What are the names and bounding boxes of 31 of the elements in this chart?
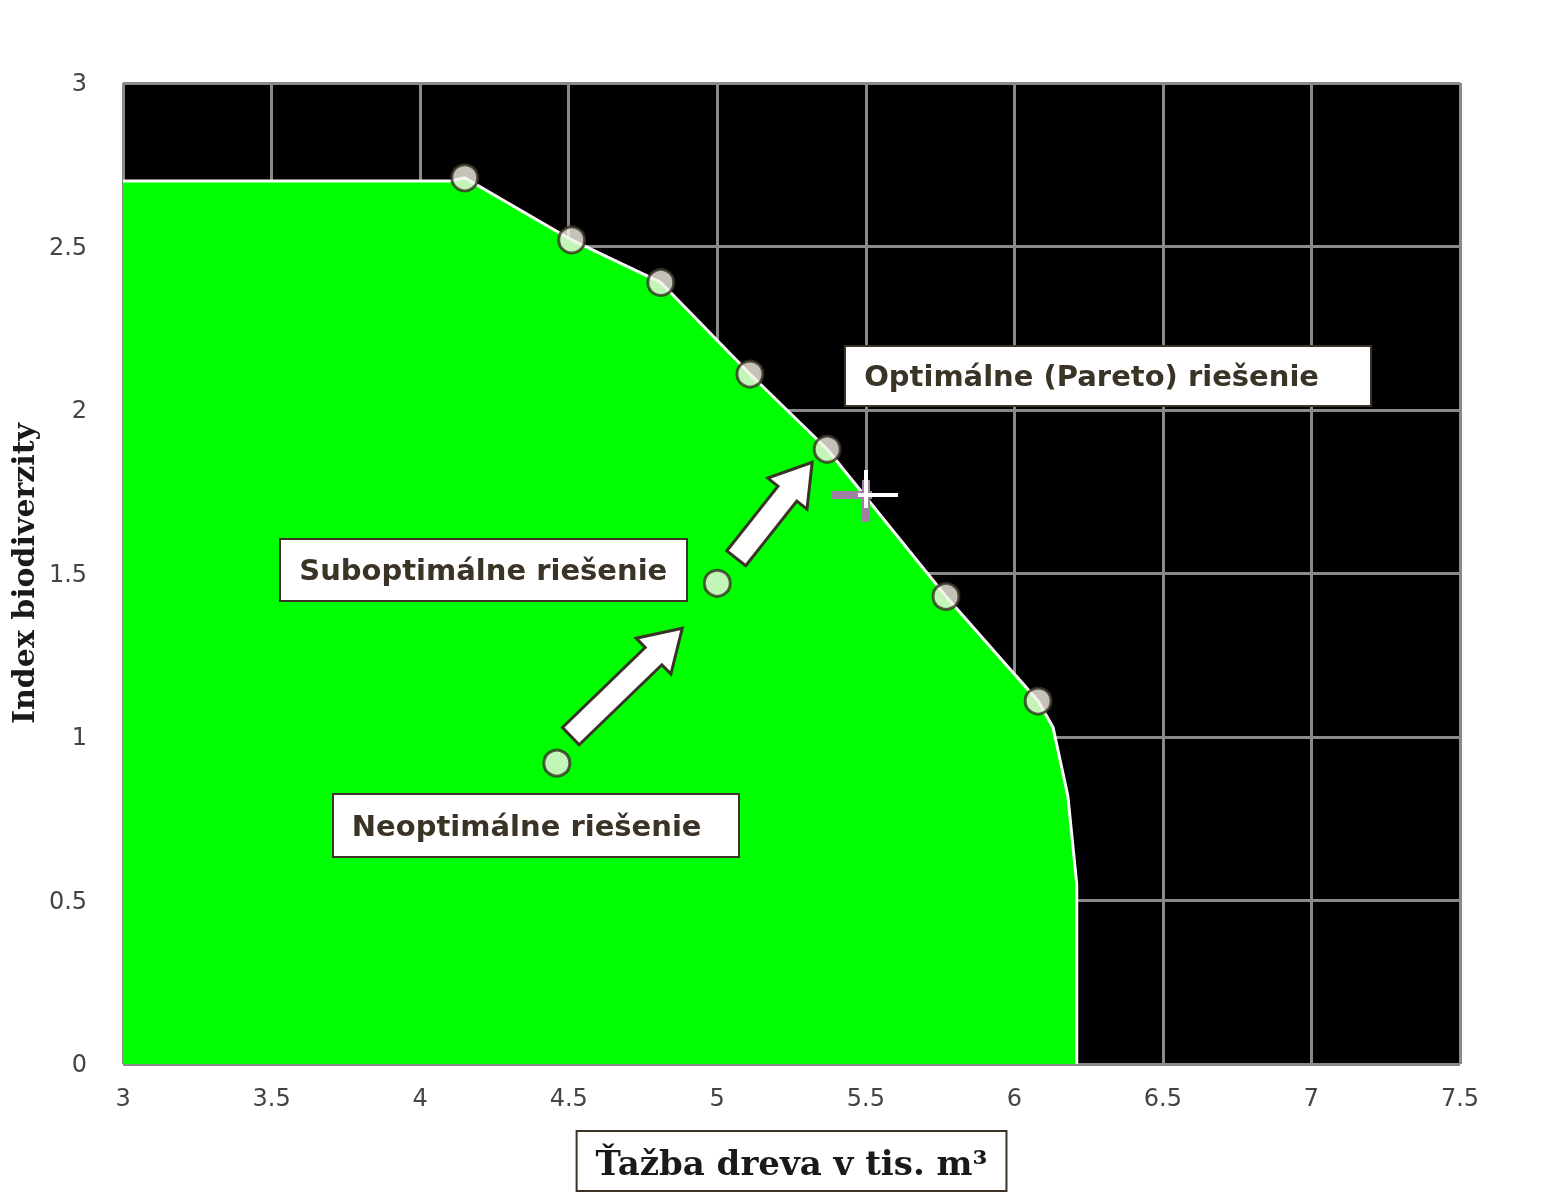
x-tick-label: 7.5 [1440,1084,1480,1112]
point [557,225,587,255]
annotation: Optimálne (Pareto) riešenie [844,345,1373,408]
x-tick-label: 5 [709,1084,725,1112]
y-tick-label: 0.5 [48,886,88,915]
y-tick-label: 1 [71,723,88,751]
point [450,163,480,193]
x-tick-label: 3 [115,1084,131,1112]
point [646,267,676,297]
x-axis-title: Ťažba dreva v tis. m³ [595,1143,988,1183]
x-tick-label: 4 [412,1084,428,1112]
y-tick-label: 0 [71,1050,88,1078]
point [1023,686,1053,716]
x-tick-label: 6 [1006,1084,1022,1112]
y-tick-label: 1.5 [48,559,88,588]
annotation: Neoptimálne riešenie [331,793,740,859]
annotation: Suboptimálne riešenie [279,538,689,603]
x-tick-label: 4.5 [549,1084,588,1112]
y-axis-title: Index biodiverzity [5,421,41,725]
point [542,748,572,778]
point [702,568,732,598]
x-tick-label: 3.5 [252,1084,291,1112]
point [812,434,842,464]
point [931,581,961,611]
x-tick-label: 7 [1303,1084,1320,1112]
x-tick-label: 5.5 [846,1084,885,1112]
y-tick-label: 3 [71,69,88,97]
point [735,359,765,389]
x-tick-label: 6.5 [1143,1084,1182,1112]
y-tick-label: 2.5 [48,232,88,261]
y-tick-label: 2 [71,396,88,424]
